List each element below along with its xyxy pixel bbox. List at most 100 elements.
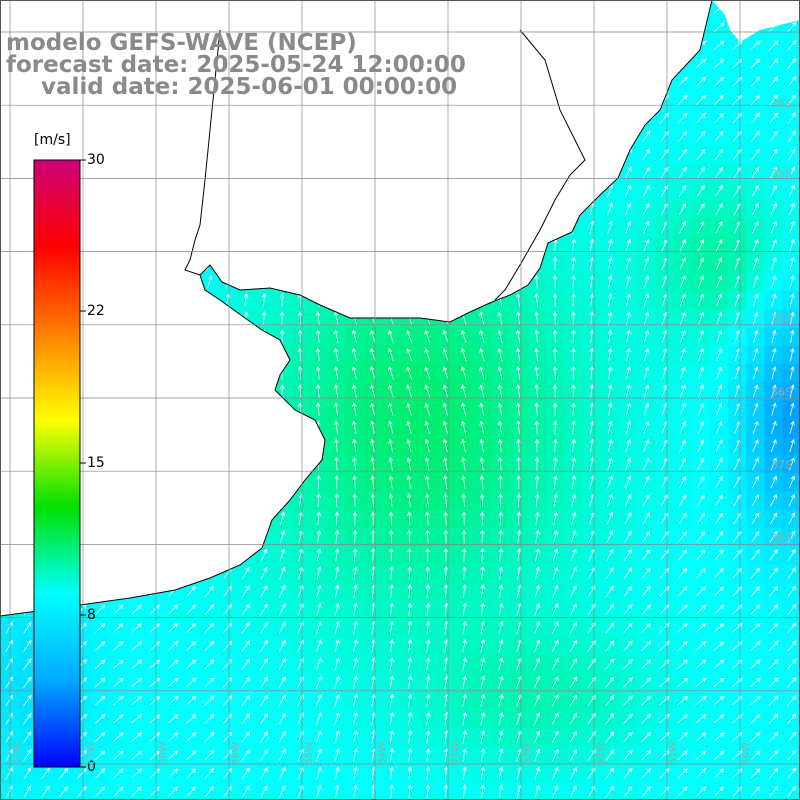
- field-cell: [200, 582, 219, 602]
- wind-arrow: [643, 457, 650, 471]
- wind-arrow: [787, 676, 797, 688]
- wind-arrow: [750, 750, 761, 761]
- wind-arrow: [95, 622, 106, 633]
- field-cell: [218, 728, 238, 747]
- wind-arrow: [462, 711, 467, 726]
- field-cell: [200, 673, 219, 693]
- wind-arrow: [771, 384, 777, 398]
- wind-arrow: [278, 603, 286, 616]
- wind-arrow: [679, 420, 686, 434]
- wind-arrow: [715, 202, 723, 216]
- wind-arrow: [714, 531, 724, 543]
- wind-arrow: [186, 641, 197, 651]
- wind-arrow: [677, 768, 688, 779]
- field-cell: [673, 509, 693, 529]
- wind-arrow: [697, 257, 705, 270]
- wind-arrow: [695, 94, 706, 106]
- field-cell: [655, 182, 674, 201]
- wind-arrow: [204, 713, 215, 724]
- wind-arrow: [243, 293, 249, 307]
- wind-arrow: [315, 402, 321, 417]
- lat-label: 35S: [771, 167, 792, 181]
- field-cell: [691, 491, 711, 511]
- wind-arrow: [406, 511, 412, 526]
- wind-arrow: [442, 438, 448, 453]
- coastline-main: [0, 0, 713, 617]
- wind-arrow: [425, 638, 431, 653]
- field-cell: [582, 637, 602, 656]
- wind-arrow: [626, 329, 631, 344]
- field-cell: [709, 746, 729, 765]
- field-cell: [746, 54, 765, 74]
- field-cell: [728, 527, 747, 547]
- wind-arrow: [533, 693, 541, 707]
- wind-arrow: [370, 474, 376, 489]
- wind-arrow: [787, 585, 796, 598]
- field-cell: [673, 218, 693, 238]
- wind-arrow: [370, 493, 376, 508]
- wind-arrow: [643, 311, 650, 325]
- field-cell: [109, 673, 128, 693]
- wind-arrow: [534, 584, 540, 598]
- field-cell: [746, 36, 765, 56]
- wind-arrow: [787, 749, 797, 761]
- wind-arrow: [425, 602, 431, 617]
- wind-arrow: [605, 767, 614, 780]
- wind-arrow: [533, 657, 541, 671]
- wind-arrow: [770, 202, 777, 216]
- field-cell: [163, 618, 183, 638]
- field-cell: [91, 637, 110, 656]
- wind-arrow: [771, 402, 777, 416]
- wind-arrow: [168, 768, 179, 779]
- field-cell: [764, 145, 784, 165]
- field-cell: [0, 746, 19, 765]
- wind-arrow: [407, 529, 412, 544]
- field-cell: [182, 673, 201, 693]
- wind-arrow: [516, 456, 521, 471]
- wind-arrow: [697, 384, 704, 398]
- wind-arrow: [352, 511, 358, 526]
- wind-arrow: [407, 729, 413, 744]
- wind-arrow: [768, 659, 779, 670]
- wind-arrow: [589, 329, 595, 344]
- field-cell: [691, 509, 711, 529]
- field-cell: [709, 546, 729, 565]
- wind-arrow: [534, 730, 541, 744]
- wind-arrow: [278, 639, 286, 652]
- wind-arrow: [406, 348, 413, 362]
- wind-arrow: [462, 602, 467, 617]
- wind-arrow: [407, 675, 413, 689]
- wind-arrow: [750, 659, 761, 670]
- field-cell: [673, 109, 693, 128]
- wind-arrow: [787, 622, 797, 634]
- wind-arrow: [641, 659, 652, 670]
- wind-arrow: [552, 311, 558, 326]
- wind-arrow: [552, 584, 559, 598]
- field-cell: [618, 546, 638, 565]
- wind-arrow: [789, 256, 795, 271]
- wind-arrow: [497, 384, 503, 398]
- wind-arrow: [623, 603, 633, 616]
- field-cell: [764, 618, 784, 638]
- field-cell: [618, 527, 638, 547]
- field-cell: [691, 764, 711, 784]
- wind-arrow: [769, 785, 779, 798]
- field-cell: [182, 728, 201, 747]
- wind-arrow: [789, 438, 795, 453]
- wind-arrow: [498, 529, 503, 544]
- field-cell: [637, 509, 656, 529]
- field-cell: [127, 691, 147, 711]
- field-cell: [764, 546, 784, 565]
- field-cell: [746, 546, 765, 565]
- wind-arrow: [479, 365, 485, 380]
- wind-arrow: [498, 474, 503, 489]
- field-cell: [18, 691, 37, 711]
- wind-arrow: [41, 785, 50, 798]
- field-cell: [709, 673, 729, 693]
- field-cell: [709, 218, 729, 238]
- wind-arrow: [768, 695, 779, 706]
- wind-arrow: [261, 292, 267, 307]
- wind-arrow: [297, 365, 303, 380]
- field-cell: [618, 709, 638, 729]
- field-cell: [109, 600, 128, 620]
